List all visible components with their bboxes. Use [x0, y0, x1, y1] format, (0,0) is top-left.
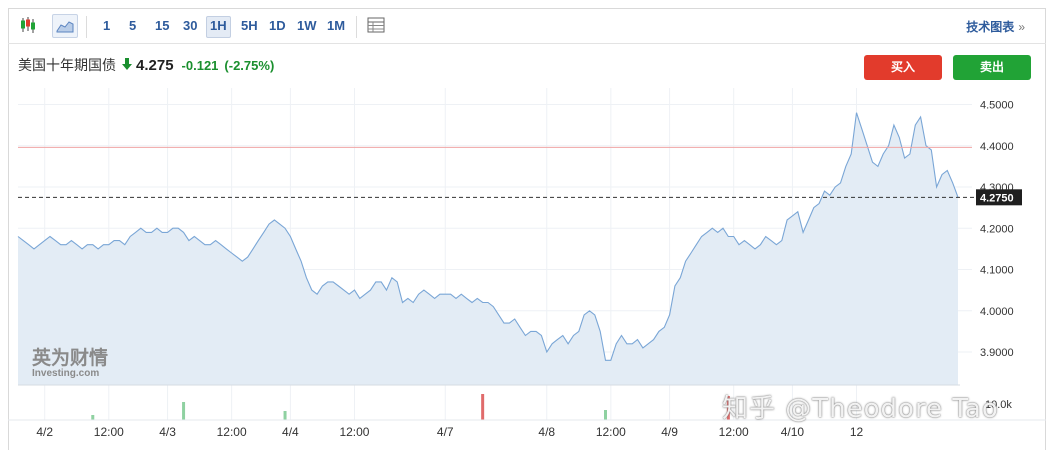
x-tick-label: 4/2	[36, 425, 53, 439]
x-tick-label: 12:00	[596, 425, 626, 439]
timeframe-30m[interactable]: 30	[183, 18, 198, 33]
y-tick-label: 4.1000	[980, 265, 1014, 277]
chart-toolbar: 1 5 15 30 1H 5H 1D 1W 1M	[8, 8, 1046, 44]
x-tick-label: 12	[850, 425, 864, 439]
area-chart-icon[interactable]	[52, 14, 78, 38]
timeframe-1mo[interactable]: 1M	[327, 18, 346, 33]
toolbar-divider	[356, 16, 357, 38]
timeframe-5h[interactable]: 5H	[241, 18, 258, 33]
timeframe-1m[interactable]: 1	[103, 18, 111, 33]
y-tick-label: 4.0000	[980, 306, 1014, 318]
timeframe-15m[interactable]: 15	[155, 18, 170, 33]
x-tick-label: 4/8	[538, 425, 555, 439]
volume-bar	[91, 415, 95, 420]
current-price-label-box	[976, 189, 1022, 206]
y-tick-label: 4.2000	[980, 223, 1014, 235]
toolbar-divider	[86, 16, 87, 38]
chart-widget-frame	[8, 8, 1046, 450]
price-series-line	[17, 112, 959, 361]
double-chevron-right-icon: »	[1018, 20, 1025, 34]
instrument-name: 美国十年期国债	[18, 57, 116, 73]
x-tick-label: 12:00	[339, 425, 369, 439]
y-tick-label: 4.5000	[980, 100, 1014, 112]
quote-header: 美国十年期国债 4.275 -0.121 (-2.75%)	[18, 54, 280, 76]
timeframe-1d[interactable]: 1D	[269, 18, 286, 33]
candlestick-icon[interactable]	[16, 14, 40, 36]
last-price: 4.275	[136, 56, 174, 74]
logo-cn-text: 英为财情	[32, 348, 109, 369]
price-area-fill	[18, 112, 958, 385]
x-tick-label: 12:00	[217, 425, 247, 439]
volume-bar	[726, 396, 730, 420]
sell-button[interactable]: 卖出	[953, 55, 1031, 80]
y-tick-label: 3.9000	[980, 347, 1014, 359]
x-tick-label: 4/3	[159, 425, 176, 439]
timeframe-1h[interactable]: 1H	[206, 16, 231, 38]
investing-logo: 英为财情 Investing.com	[32, 343, 108, 379]
volume-bar	[481, 394, 485, 420]
x-tick-label: 12:00	[719, 425, 749, 439]
logo-en-text: Investing.com	[32, 368, 100, 379]
volume-bar	[604, 410, 607, 420]
x-tick-label: 4/7	[437, 425, 454, 439]
price-change: -0.121	[181, 57, 219, 73]
price-change-percent: (-2.75%)	[224, 57, 275, 73]
timeframe-1w[interactable]: 1W	[297, 18, 317, 33]
table-icon[interactable]	[364, 14, 388, 36]
advanced-chart-label: 技术图表	[966, 20, 1015, 34]
buy-button[interactable]: 买入	[864, 55, 942, 80]
volume-axis-label: 10.0k	[985, 399, 1012, 411]
volume-bar	[283, 411, 287, 420]
volume-bar	[182, 402, 186, 420]
y-tick-label: 4.4000	[980, 141, 1014, 153]
x-tick-label: 4/10	[781, 425, 805, 439]
zhihu-watermark: 知乎 @Theodore Tao	[722, 394, 999, 424]
down-arrow-icon	[122, 57, 132, 73]
advanced-chart-link[interactable]: 技术图表»	[966, 18, 1025, 35]
x-tick-label: 4/4	[282, 425, 299, 439]
current-price-label: 4.2750	[980, 192, 1014, 204]
timeframe-5m[interactable]: 5	[129, 18, 137, 33]
x-tick-label: 4/9	[661, 425, 678, 439]
x-tick-label: 12:00	[94, 425, 124, 439]
